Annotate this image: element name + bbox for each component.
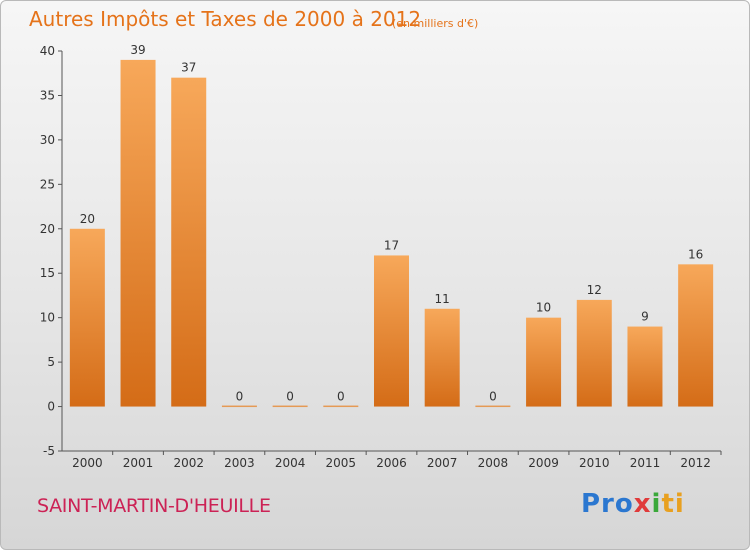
- chart-subtitle: (en milliers d'€): [392, 17, 479, 30]
- x-tick-label: 2001: [123, 456, 154, 470]
- bar: [221, 405, 257, 408]
- y-tick-label: 20: [40, 222, 55, 236]
- y-tick-label: 5: [47, 355, 55, 369]
- data-label: 0: [236, 390, 244, 404]
- x-tick-label: 2006: [376, 456, 407, 470]
- data-label: 39: [130, 43, 145, 57]
- x-tick-label: 2002: [173, 456, 204, 470]
- y-tick-label: 35: [40, 88, 55, 102]
- x-tick-label: 2003: [224, 456, 255, 470]
- bar: [120, 59, 156, 407]
- chart-title-text: Autres Impôts et Taxes de 2000 à 2012: [29, 7, 422, 31]
- y-tick-label: 0: [47, 400, 55, 414]
- y-tick-label: 40: [40, 44, 55, 58]
- bar: [272, 405, 308, 408]
- data-label: 12: [587, 283, 602, 297]
- data-label: 9: [641, 310, 649, 324]
- y-tick-label: 30: [40, 133, 55, 147]
- data-label: 17: [384, 238, 399, 252]
- bar: [171, 77, 207, 407]
- x-tick-label: 2007: [427, 456, 458, 470]
- bars: [69, 59, 714, 408]
- bar: [627, 326, 663, 407]
- chart-title: Autres Impôts et Taxes de 2000 à 2012: [29, 7, 421, 31]
- bar: [69, 228, 105, 407]
- data-label: 0: [286, 390, 294, 404]
- x-tick-label: 2008: [478, 456, 509, 470]
- x-tick-label: 2011: [630, 456, 661, 470]
- data-label: 0: [489, 390, 497, 404]
- bar: [323, 405, 359, 408]
- bar: [576, 299, 612, 407]
- y-tick-label: 15: [40, 266, 55, 280]
- data-label: 16: [688, 247, 703, 261]
- bar: [374, 255, 409, 407]
- bar: [526, 317, 562, 407]
- x-tick-label: 2000: [72, 456, 103, 470]
- data-labels: 20 39 37 0 0 0 17 11 0 10 12 9 16: [80, 43, 704, 404]
- bar: [475, 405, 511, 408]
- commune-name: SAINT-MARTIN-D'HEUILLE: [37, 495, 271, 517]
- x-tick-label: 2009: [528, 456, 559, 470]
- data-label: 20: [80, 212, 95, 226]
- x-tick-label: 2010: [579, 456, 610, 470]
- y-tick-label: 25: [40, 177, 55, 191]
- brand-logo[interactable]: Proxiti: [581, 489, 685, 519]
- data-label: 10: [536, 301, 551, 315]
- x-tick-label: 2012: [680, 456, 711, 470]
- bar: [424, 308, 460, 407]
- data-label: 37: [181, 61, 196, 75]
- x-tick-label: 2004: [275, 456, 306, 470]
- y-tick-label: 10: [40, 311, 55, 325]
- x-tick-label: 2005: [326, 456, 357, 470]
- data-label: 0: [337, 390, 345, 404]
- y-tick-label: -5: [43, 444, 55, 458]
- bar: [678, 264, 714, 407]
- data-label: 11: [435, 292, 450, 306]
